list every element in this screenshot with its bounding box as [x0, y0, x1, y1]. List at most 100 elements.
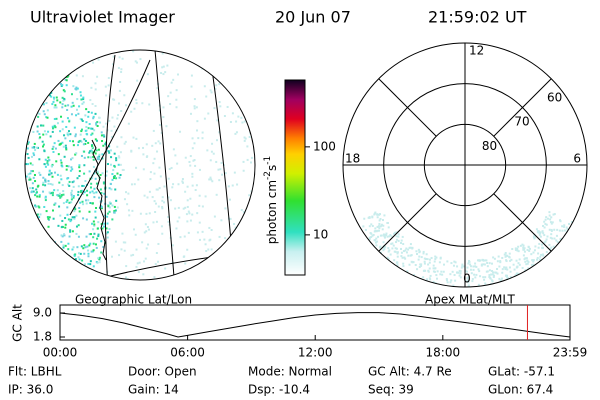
speckle: [47, 266, 50, 269]
speckle: [72, 246, 75, 249]
speckle: [28, 59, 31, 62]
speckle: [470, 272, 473, 275]
speckle: [471, 278, 474, 281]
speckle: [401, 256, 404, 259]
speckle: [77, 224, 80, 227]
speckle: [51, 79, 54, 82]
speckle: [89, 191, 92, 194]
speckle: [215, 59, 218, 62]
speckle: [58, 65, 61, 68]
speckle: [57, 248, 60, 251]
speckle: [63, 97, 66, 100]
speckle: [53, 118, 56, 121]
speckle: [55, 260, 58, 263]
speckle: [454, 279, 457, 282]
speckle: [127, 122, 130, 125]
speckle: [42, 124, 45, 127]
speckle: [135, 61, 138, 64]
speckle: [25, 163, 28, 166]
speckle: [485, 270, 488, 273]
speckle: [196, 212, 199, 215]
speckle: [87, 262, 90, 265]
speckle: [64, 226, 67, 229]
speckle: [87, 199, 90, 202]
speckle: [25, 224, 28, 227]
speckle: [123, 198, 126, 201]
speckle: [47, 80, 50, 83]
speckle: [154, 202, 157, 205]
speckle: [191, 172, 194, 175]
mlt-label: 18: [345, 152, 360, 166]
speckle: [31, 109, 34, 112]
speckle: [100, 251, 103, 254]
speckle: [517, 245, 520, 248]
speckle: [246, 145, 249, 148]
speckle: [90, 111, 93, 114]
speckle: [383, 235, 386, 238]
speckle: [161, 232, 164, 235]
speckle: [46, 65, 49, 68]
speckle: [103, 192, 106, 195]
speckle: [175, 89, 178, 92]
speckle: [105, 94, 108, 97]
speckle: [224, 237, 227, 240]
speckle: [72, 104, 75, 107]
speckle: [50, 172, 53, 175]
speckle: [172, 183, 175, 186]
speckle: [496, 272, 499, 275]
speckle: [116, 145, 119, 148]
speckle: [563, 229, 566, 232]
speckle: [71, 101, 74, 104]
speckle: [386, 235, 389, 238]
speckle: [55, 160, 58, 163]
speckle: [379, 251, 382, 254]
speckle: [29, 178, 32, 181]
speckle: [65, 125, 68, 128]
speckle: [254, 186, 255, 189]
speckle: [146, 226, 149, 229]
speckle: [76, 144, 79, 147]
speckle: [424, 269, 427, 272]
speckle: [67, 59, 70, 62]
speckle: [70, 166, 73, 169]
speckle: [74, 153, 77, 156]
speckle: [362, 225, 365, 228]
spoke: [378, 78, 437, 137]
speckle: [187, 231, 190, 234]
speckle: [400, 247, 403, 250]
speckle: [156, 87, 159, 90]
speckle: [38, 171, 41, 174]
speckle: [118, 56, 121, 59]
speckle: [62, 99, 65, 102]
speckle: [38, 112, 41, 115]
speckle: [71, 266, 74, 269]
speckle: [42, 181, 45, 184]
speckle: [423, 257, 426, 260]
speckle: [146, 196, 149, 199]
speckle: [514, 274, 517, 277]
speckle: [191, 213, 194, 216]
speckle: [513, 268, 516, 271]
speckle: [538, 242, 541, 245]
speckle: [82, 184, 85, 187]
speckle: [90, 250, 93, 253]
speckle: [517, 262, 520, 265]
speckle: [65, 84, 68, 87]
speckle: [53, 125, 56, 128]
speckle: [169, 199, 172, 202]
speckle: [66, 132, 69, 135]
speckle: [82, 217, 85, 220]
speckle: [92, 265, 95, 268]
speckle: [105, 122, 108, 125]
speckle: [379, 234, 382, 237]
speckle: [119, 173, 122, 176]
speckle: [93, 279, 96, 280]
speckle: [552, 213, 555, 216]
speckle: [45, 116, 48, 119]
speckle: [81, 200, 84, 203]
speckle: [40, 54, 43, 57]
speckle: [34, 243, 37, 246]
speckle: [89, 233, 92, 236]
speckle: [28, 270, 31, 273]
speckle: [191, 147, 194, 150]
